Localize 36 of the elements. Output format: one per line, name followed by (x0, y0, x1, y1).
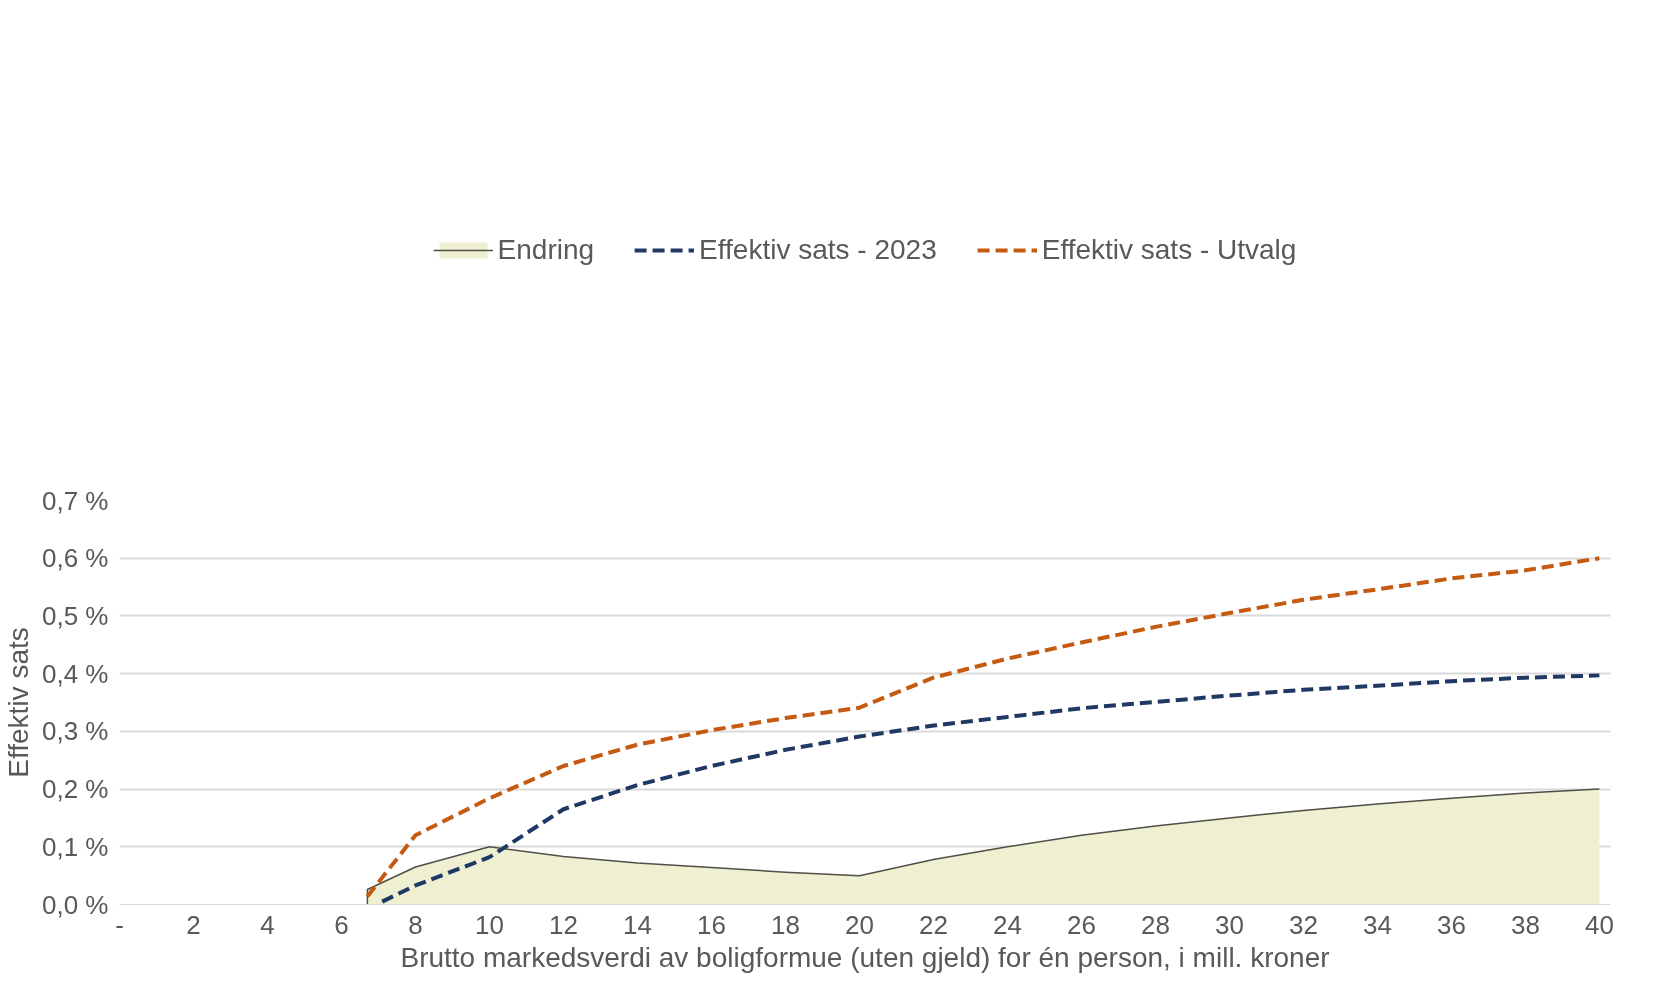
y-tick-label: 0,5 % (42, 600, 109, 631)
x-tick-label: 22 (918, 909, 948, 940)
x-tick-label: - (115, 909, 124, 940)
x-tick-label: 10 (475, 909, 504, 940)
x-tick-label: 12 (549, 909, 578, 940)
y-tick-label: 0,1 % (42, 831, 109, 862)
x-tick-label: 20 (844, 909, 874, 940)
y-tick-label: 0,2 % (42, 774, 109, 805)
legend-label: Endring (497, 234, 595, 266)
line-series (380, 673, 1602, 904)
x-tick-label: 24 (992, 909, 1022, 940)
x-tick-label: 30 (1214, 909, 1244, 940)
x-tick-label: 38 (1510, 909, 1540, 940)
x-axis-title: Brutto markedsverdi av boligformue (uten gjeld) for én person, i mill. kroner (400, 941, 1330, 973)
x-tick-label: 32 (1288, 909, 1318, 940)
x-tick-label: 36 (1436, 909, 1466, 940)
x-tick-label: 28 (1140, 909, 1170, 940)
y-tick-label: 0,7 % (42, 485, 109, 516)
legend-label: Effektiv sats - 2023 (699, 234, 937, 266)
x-tick-label: 18 (771, 909, 800, 940)
y-tick-label: 0,6 % (42, 543, 109, 574)
x-tick-label: 14 (623, 909, 652, 940)
x-tick-label: 40 (1584, 909, 1614, 940)
line-series (365, 556, 1602, 899)
x-tick-label: 26 (1066, 909, 1096, 940)
x-tick-label: 34 (1362, 909, 1392, 940)
x-tick-label: 16 (697, 909, 726, 940)
legend-label: Effektiv sats - Utvalg (1041, 234, 1297, 266)
x-tick-label: 2 (186, 909, 201, 940)
y-tick-label: 0,0 % (42, 889, 109, 920)
x-tick-label: 6 (334, 909, 349, 940)
y-tick-label: 0,4 % (42, 658, 109, 689)
y-axis-title: Effektiv sats (3, 627, 35, 778)
y-tick-label: 0,3 % (42, 716, 109, 747)
x-tick-label: 4 (260, 909, 275, 940)
x-tick-label: 8 (408, 909, 423, 940)
